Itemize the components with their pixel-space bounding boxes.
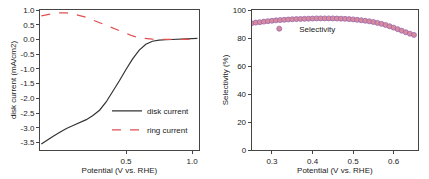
svg-text:1.0: 1.0 bbox=[23, 6, 35, 15]
svg-text:0.5: 0.5 bbox=[120, 157, 132, 166]
svg-text:-2.5: -2.5 bbox=[21, 109, 35, 118]
svg-text:0.4: 0.4 bbox=[307, 157, 319, 166]
svg-text:-3.5: -3.5 bbox=[21, 138, 35, 147]
svg-text:40: 40 bbox=[237, 90, 246, 99]
svg-text:1.0: 1.0 bbox=[187, 157, 199, 166]
svg-text:-0.5: -0.5 bbox=[21, 50, 35, 59]
svg-text:60: 60 bbox=[237, 62, 246, 71]
svg-text:0.3: 0.3 bbox=[266, 157, 278, 166]
svg-text:-3.0: -3.0 bbox=[21, 124, 35, 133]
svg-text:-2.0: -2.0 bbox=[21, 94, 35, 103]
svg-text:ring current: ring current bbox=[147, 126, 188, 135]
svg-text:80: 80 bbox=[237, 34, 246, 43]
svg-text:disk current: disk current bbox=[147, 107, 189, 116]
svg-text:Potential (V vs. RHE): Potential (V vs. RHE) bbox=[82, 166, 158, 175]
svg-text:0.5: 0.5 bbox=[348, 157, 360, 166]
svg-text:0: 0 bbox=[242, 146, 247, 155]
svg-text:Potential (V vs. RHE): Potential (V vs. RHE) bbox=[297, 166, 373, 175]
svg-text:0.5: 0.5 bbox=[23, 21, 35, 30]
svg-text:-1.0: -1.0 bbox=[21, 65, 35, 74]
svg-text:100: 100 bbox=[233, 6, 247, 15]
svg-text:disk current (mA/cm2): disk current (mA/cm2) bbox=[9, 41, 18, 120]
svg-text:Selectivity (%): Selectivity (%) bbox=[221, 54, 230, 105]
svg-text:-1.5: -1.5 bbox=[21, 79, 35, 88]
svg-text:20: 20 bbox=[237, 118, 246, 127]
svg-text:0.0: 0.0 bbox=[23, 35, 35, 44]
svg-text:Selectivity: Selectivity bbox=[299, 25, 335, 34]
svg-text:0.6: 0.6 bbox=[388, 157, 400, 166]
